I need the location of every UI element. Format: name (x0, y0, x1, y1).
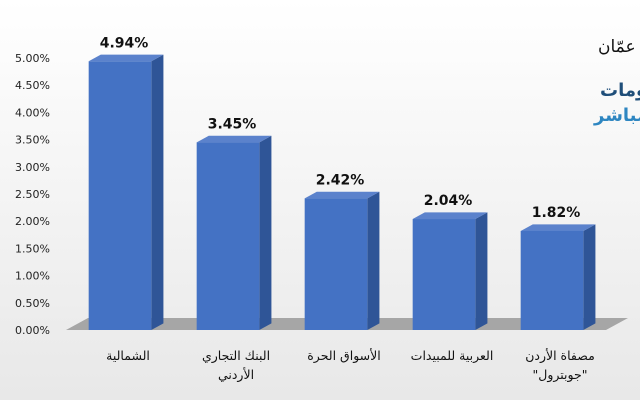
y-tick-label: 5.00% (15, 52, 50, 65)
y-tick-label: 3.50% (15, 134, 50, 147)
bar-top (196, 135, 272, 143)
bar-front (88, 61, 152, 330)
category-label: البنك التجاري (202, 348, 270, 364)
bar (88, 54, 164, 330)
bar-front (196, 142, 260, 330)
bar-front (304, 198, 368, 330)
bar-front (412, 219, 476, 330)
bar-side (151, 54, 164, 330)
bar-top (304, 191, 380, 199)
data-label: 4.94% (100, 35, 149, 51)
y-tick-label: 2.50% (15, 188, 50, 201)
y-tick-label: 0.00% (15, 324, 50, 337)
category-label: الأسواق الحرة (307, 348, 380, 364)
bar (304, 191, 380, 330)
data-label: 3.45% (208, 116, 257, 132)
category-label: "جوبترول" (533, 367, 588, 383)
bar-side (259, 135, 272, 330)
logo: معلومات مباشر (593, 80, 640, 126)
y-tick-label: 2.00% (15, 215, 50, 228)
bar-side (583, 224, 596, 330)
bar (412, 212, 488, 330)
bar-side (475, 212, 488, 330)
logo-line-2: مباشر (593, 105, 640, 126)
data-label: 1.82% (532, 205, 581, 221)
chart-title: أكثر 5 أسهم رابحة ببورصة عمّان (598, 35, 640, 57)
logo-line-1: معلومات (600, 80, 640, 101)
bar-top (88, 54, 164, 62)
data-label: 2.04% (424, 193, 473, 209)
y-tick-label: 1.50% (15, 242, 50, 255)
bar-top (412, 212, 488, 220)
y-tick-label: 4.00% (15, 106, 50, 119)
bar (196, 135, 272, 330)
y-tick-label: 4.50% (15, 79, 50, 92)
bar-front (520, 230, 584, 330)
data-label: 2.42% (316, 172, 365, 188)
bar (520, 224, 596, 330)
category-label: الشمالية (106, 348, 150, 363)
category-label: مصفاة الأردن (525, 348, 595, 364)
bar-side (367, 191, 380, 330)
bar-top (520, 224, 596, 231)
y-tick-label: 1.00% (15, 270, 50, 283)
category-label: الأردني (218, 367, 254, 383)
category-label: العربية للمبيدات (411, 348, 494, 364)
y-tick-label: 3.00% (15, 161, 50, 174)
y-tick-label: 0.50% (15, 297, 50, 310)
